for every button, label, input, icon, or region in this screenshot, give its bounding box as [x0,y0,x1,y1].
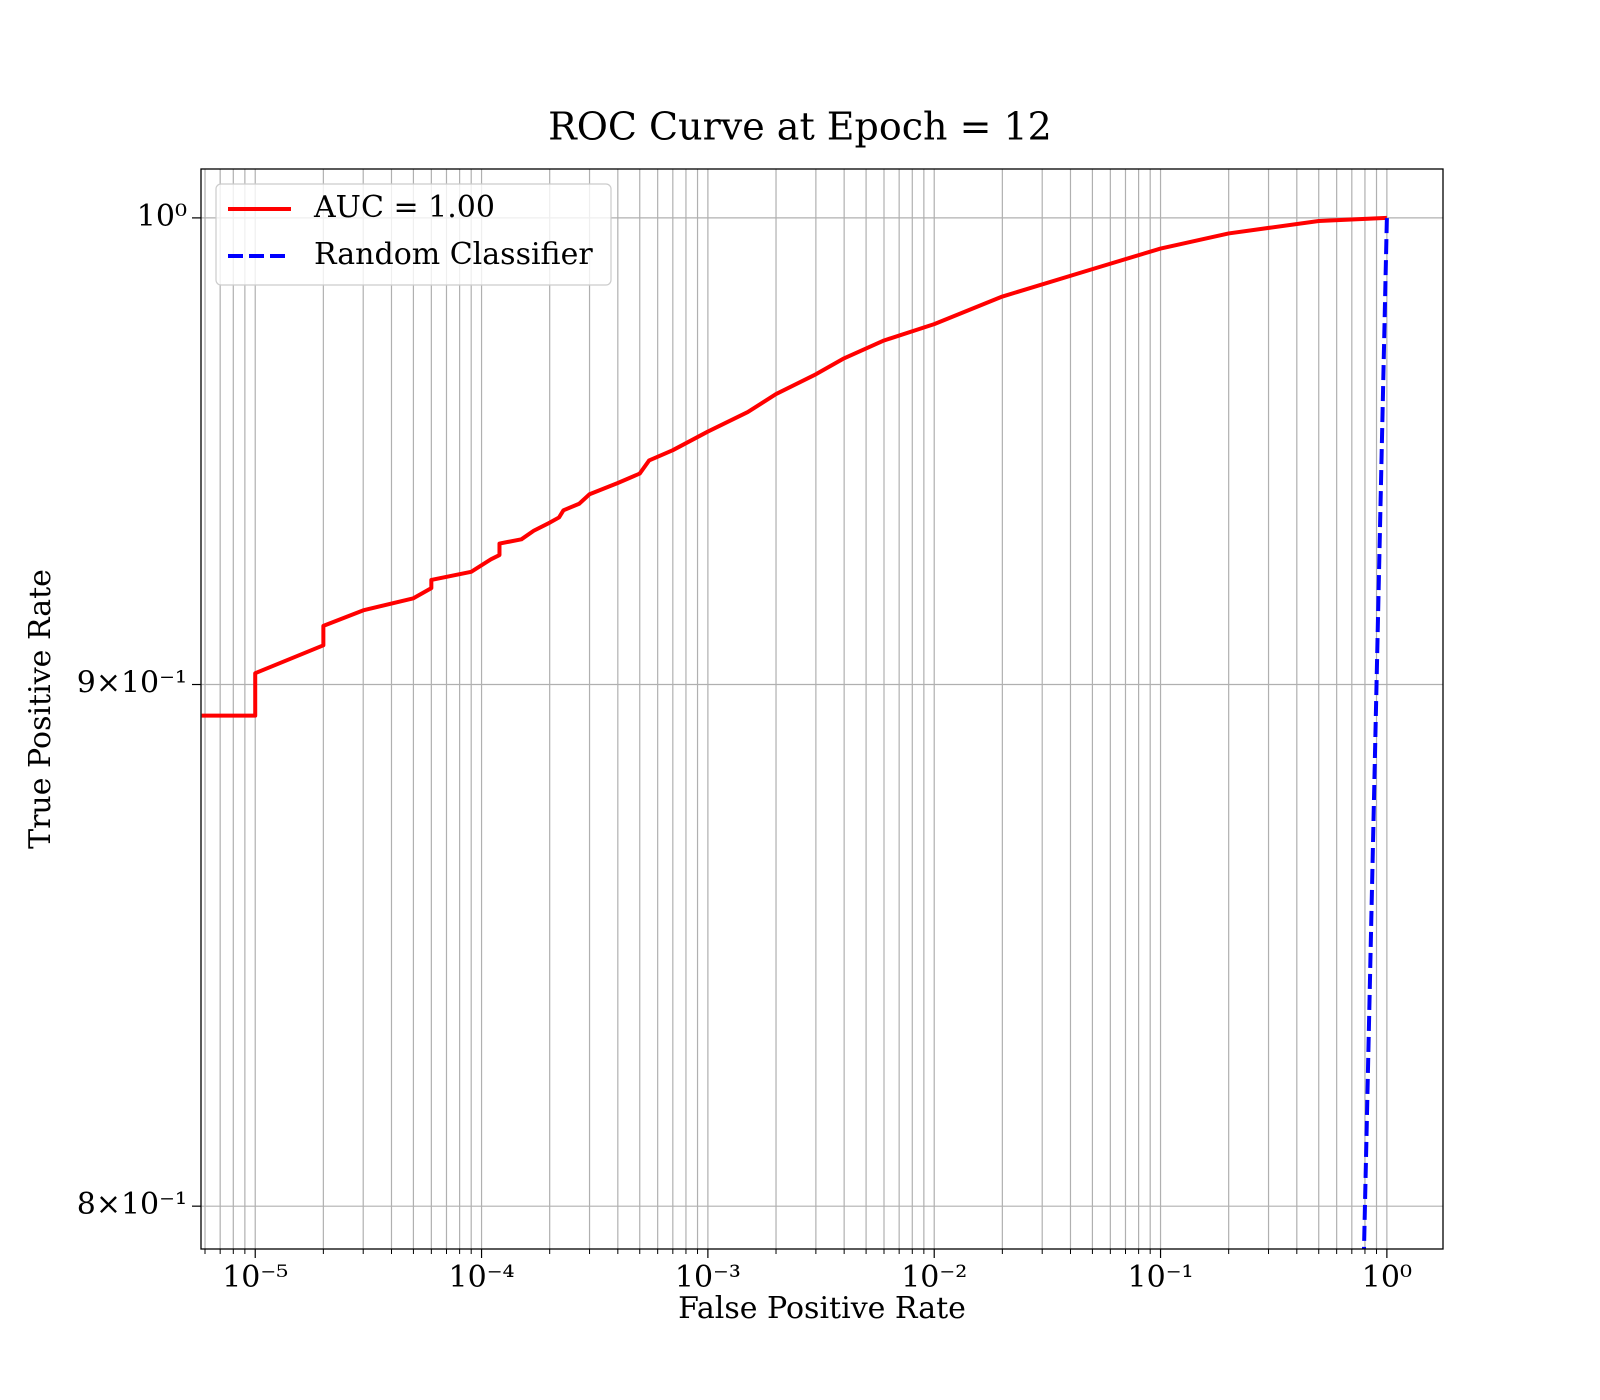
x-tick-label: 10⁻² [901,1260,967,1295]
y-tick-label: 8×10⁻¹ [77,1187,187,1222]
x-tick-label: 10⁻¹ [1128,1260,1194,1295]
series-line [201,215,1387,718]
chart-title: ROC Curve at Epoch = 12 [548,105,1052,149]
series-line [1361,217,1389,1249]
y-tick-label: 10⁰ [137,199,187,234]
legend-label: Random Classifier [314,237,593,272]
x-tick-label: 10⁻³ [675,1260,741,1295]
axes-frame [200,168,1444,1250]
legend-label: AUC = 1.00 [313,190,495,225]
y-axis-label: True Positive Rate [23,569,58,849]
plot-area [201,215,1389,1249]
x-axis-label: False Positive Rate [678,1291,966,1326]
x-tick-label: 10⁻⁴ [449,1260,515,1295]
x-tick-label: 10⁻⁵ [222,1260,288,1295]
y-tick-label: 9×10⁻¹ [77,666,187,701]
legend-box [215,183,612,286]
x-tick-label: 10⁰ [1362,1260,1412,1295]
